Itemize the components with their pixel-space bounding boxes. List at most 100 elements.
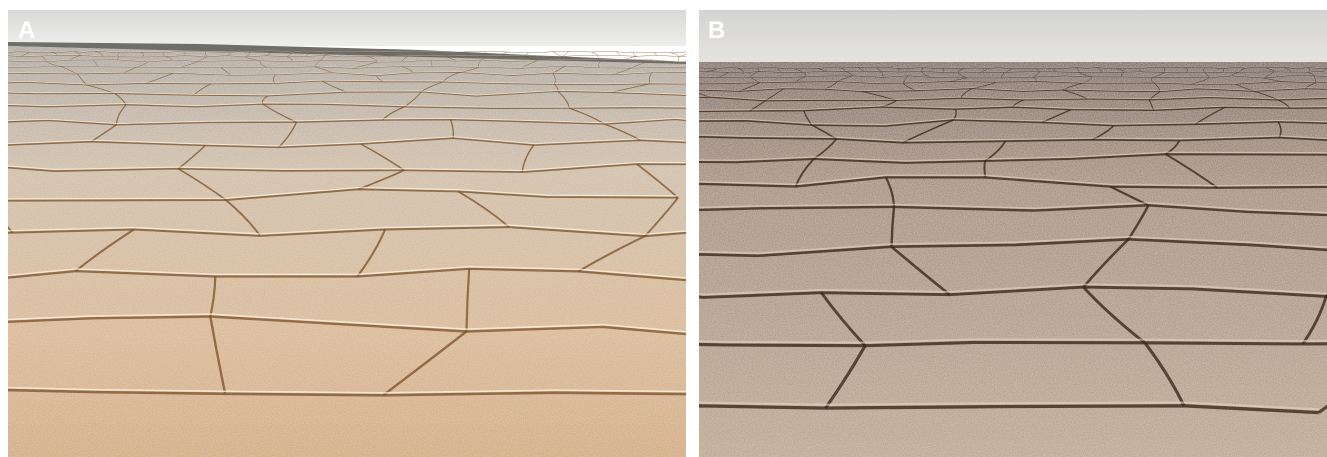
crack bbox=[699, 340, 1327, 348]
crack bbox=[1263, 77, 1282, 82]
crack bbox=[699, 75, 1327, 79]
crack bbox=[8, 54, 686, 58]
crack bbox=[952, 108, 957, 121]
crack bbox=[8, 265, 686, 279]
crack bbox=[8, 59, 686, 62]
crack bbox=[699, 92, 710, 98]
crack bbox=[1253, 90, 1278, 101]
crack bbox=[8, 117, 686, 124]
crack bbox=[1053, 68, 1057, 73]
crack bbox=[591, 51, 598, 56]
crack bbox=[1277, 99, 1291, 109]
crack bbox=[1235, 83, 1255, 92]
crack bbox=[897, 68, 900, 73]
crack bbox=[699, 204, 1327, 217]
crack bbox=[699, 81, 1327, 85]
crack bbox=[795, 76, 806, 83]
crack bbox=[1143, 341, 1186, 407]
panel-a bbox=[0, 10, 686, 457]
crack bbox=[820, 291, 867, 347]
crack bbox=[0, 124, 4, 145]
crack bbox=[209, 276, 217, 317]
crack bbox=[1033, 76, 1038, 82]
crack bbox=[324, 51, 333, 56]
crack bbox=[678, 56, 680, 62]
crack bbox=[1151, 77, 1154, 84]
crack bbox=[699, 119, 1327, 127]
crack bbox=[8, 163, 686, 173]
crack bbox=[1264, 67, 1275, 72]
crack bbox=[457, 190, 510, 228]
crack bbox=[644, 197, 679, 237]
crack bbox=[750, 77, 760, 83]
ground bbox=[8, 46, 686, 457]
crack bbox=[8, 72, 686, 76]
crack bbox=[8, 186, 679, 200]
crack bbox=[8, 59, 686, 63]
crack bbox=[8, 65, 686, 68]
crack bbox=[1062, 82, 1084, 91]
crack bbox=[521, 144, 535, 173]
crack bbox=[1079, 72, 1093, 78]
crack bbox=[8, 90, 686, 96]
crack bbox=[699, 75, 1327, 78]
crack bbox=[183, 51, 187, 56]
crack bbox=[817, 68, 828, 72]
crack bbox=[8, 54, 686, 57]
panel-b bbox=[692, 10, 1327, 457]
crack bbox=[699, 80, 1327, 84]
crack bbox=[749, 100, 766, 112]
crack bbox=[1231, 71, 1240, 76]
crack bbox=[165, 56, 173, 61]
crack bbox=[824, 344, 867, 409]
crack bbox=[8, 224, 686, 235]
crack bbox=[699, 338, 1327, 344]
crack bbox=[699, 70, 1324, 73]
crack bbox=[554, 83, 559, 92]
crack bbox=[8, 80, 686, 86]
crack bbox=[699, 176, 1327, 189]
crack bbox=[8, 52, 9, 53]
crack bbox=[1003, 68, 1013, 73]
cracks bbox=[0, 50, 686, 397]
crack bbox=[1035, 68, 1041, 72]
crack bbox=[699, 404, 1319, 415]
crack bbox=[552, 51, 562, 57]
crack bbox=[376, 75, 384, 83]
crack bbox=[8, 71, 686, 76]
crack bbox=[862, 91, 897, 101]
crack bbox=[699, 151, 1327, 162]
crack bbox=[261, 95, 269, 105]
crack bbox=[670, 52, 680, 57]
crack bbox=[8, 315, 686, 336]
crack bbox=[162, 52, 167, 57]
crack bbox=[611, 67, 632, 76]
crack bbox=[624, 56, 638, 60]
crack bbox=[177, 167, 227, 201]
crack bbox=[19, 51, 30, 57]
crack bbox=[699, 106, 1327, 113]
crack bbox=[382, 330, 468, 397]
crack bbox=[692, 68, 699, 72]
crack bbox=[1238, 67, 1246, 73]
crack bbox=[577, 235, 646, 273]
crack bbox=[983, 160, 987, 178]
crack bbox=[8, 102, 686, 108]
crack bbox=[890, 245, 951, 296]
crack bbox=[278, 121, 298, 148]
crack bbox=[699, 66, 1327, 69]
crack bbox=[8, 386, 686, 394]
crack bbox=[8, 136, 686, 147]
crack bbox=[699, 95, 1327, 101]
cracks bbox=[692, 66, 1327, 415]
crack bbox=[8, 388, 686, 397]
crack bbox=[465, 268, 471, 332]
crack bbox=[1148, 91, 1161, 101]
crack bbox=[699, 285, 1327, 299]
crack bbox=[1116, 68, 1125, 73]
crack bbox=[8, 65, 686, 69]
crack bbox=[1082, 286, 1146, 344]
crack bbox=[757, 67, 760, 72]
crack bbox=[444, 52, 448, 57]
ground bbox=[699, 62, 1327, 457]
